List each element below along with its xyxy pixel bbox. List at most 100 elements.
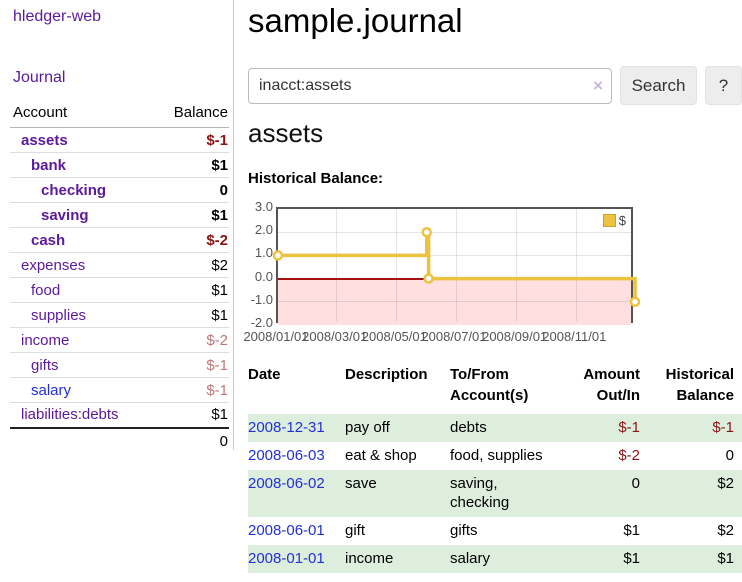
transaction-description: income xyxy=(345,550,394,567)
y-axis-tick-label: 0.0 xyxy=(254,268,273,284)
legend-swatch-icon xyxy=(602,214,616,227)
transaction-balance: $2 xyxy=(717,475,734,492)
account-balance: $1 xyxy=(211,406,228,424)
transaction-balance: 0 xyxy=(725,447,734,464)
chart-title: Historical Balance: xyxy=(248,170,384,187)
chart-gridline xyxy=(278,254,631,256)
transaction-date-link[interactable]: 2008-06-03 xyxy=(248,447,325,464)
x-axis-tick-label: 2008/05/01 xyxy=(361,329,427,344)
transaction-row: 2008-06-02 save saving, checking 0 $2 xyxy=(248,470,742,517)
transaction-row: 2008-06-03 eat & shop food, supplies $-2… xyxy=(248,442,742,470)
transaction-balance: $-1 xyxy=(712,419,734,436)
chart-legend: $ xyxy=(602,213,626,228)
accounts-total-row: 0 xyxy=(10,426,229,453)
account-row-assets: assets $-1 xyxy=(10,127,229,153)
accounts-header-account: Account xyxy=(10,100,153,128)
chart-gridline xyxy=(336,209,338,321)
chart-gridline xyxy=(278,231,631,233)
data-point-marker xyxy=(629,296,641,308)
register-table: Date Description To/From Account(s) Amou… xyxy=(248,360,742,573)
y-axis-tick-label: 3.0 xyxy=(254,199,273,214)
chart-gridline xyxy=(575,209,577,321)
account-balance: $-1 xyxy=(152,352,229,378)
account-row-cash: cash $-2 xyxy=(10,227,229,253)
account-balance: $-1 xyxy=(152,377,229,403)
search-field-wrap: × xyxy=(248,68,612,104)
account-link-cash[interactable]: cash xyxy=(31,231,66,249)
account-link-liabilities-debts[interactable]: liabilities:debts xyxy=(21,406,119,424)
account-row-checking: checking 0 xyxy=(10,177,229,203)
sidebar-divider xyxy=(233,0,234,450)
x-axis-tick-label: 2008/11/01 xyxy=(542,329,607,344)
account-row-bank: bank $1 xyxy=(10,152,229,178)
transaction-amount: $-2 xyxy=(618,447,640,464)
transaction-balance: $2 xyxy=(717,522,734,539)
transaction-row: 2008-01-01 income salary $1 $1 xyxy=(248,545,742,573)
register-account-title: assets xyxy=(248,118,324,148)
account-balance: $1 xyxy=(152,302,229,328)
account-link-gifts[interactable]: gifts xyxy=(31,356,59,374)
transaction-accounts: gifts xyxy=(450,522,478,539)
transaction-description: pay off xyxy=(345,419,390,436)
col-header-balance: Historical Balance xyxy=(665,366,734,404)
account-row-salary: salary $-1 xyxy=(10,377,229,403)
account-link-saving[interactable]: saving xyxy=(41,206,89,224)
account-row-income: income $-2 xyxy=(10,327,229,353)
y-axis-tick-label: 2.0 xyxy=(254,222,273,238)
transaction-description: gift xyxy=(345,522,366,539)
col-header-accounts: To/From Account(s) xyxy=(450,366,529,404)
chart-negative-region xyxy=(278,278,631,325)
account-row-expenses: expenses $2 xyxy=(10,252,229,278)
x-axis-tick-label: 2008/03/01 xyxy=(302,329,368,344)
account-link-bank[interactable]: bank xyxy=(31,156,67,174)
account-balance: $1 xyxy=(152,277,229,303)
account-balance: $2 xyxy=(152,252,229,278)
transaction-accounts: salary xyxy=(450,550,491,567)
transaction-description: save xyxy=(345,475,377,492)
transaction-amount: $1 xyxy=(623,522,640,539)
account-row-supplies: supplies $1 xyxy=(10,302,229,328)
account-link-income[interactable]: income xyxy=(21,331,70,349)
sidebar-item-journal[interactable]: Journal xyxy=(13,69,66,86)
accounts-table: Account Balance assets $-1 bank $1 check… xyxy=(10,100,229,453)
y-axis-tick-label: 1.0 xyxy=(254,245,273,261)
y-axis-tick-label: -2.0 xyxy=(250,315,273,330)
transaction-row: 2008-06-01 gift gifts $1 $2 xyxy=(248,517,742,545)
account-balance: $-2 xyxy=(152,227,229,253)
account-link-checking[interactable]: checking xyxy=(41,181,107,199)
account-balance: $1 xyxy=(152,152,229,178)
register-table-header: Date Description To/From Account(s) Amou… xyxy=(248,360,742,414)
transaction-amount: $1 xyxy=(623,550,640,567)
legend-label: $ xyxy=(618,213,626,228)
account-link-supplies[interactable]: supplies xyxy=(31,306,87,324)
transaction-accounts: debts xyxy=(450,419,487,436)
transaction-accounts: saving, checking xyxy=(450,475,510,511)
search-input[interactable] xyxy=(248,68,612,104)
account-link-expenses[interactable]: expenses xyxy=(21,256,86,274)
transaction-date-link[interactable]: 2008-01-01 xyxy=(248,550,325,567)
accounts-header-balance: Balance xyxy=(152,100,229,128)
account-link-salary[interactable]: salary xyxy=(31,381,72,399)
chart-gridline xyxy=(516,209,518,321)
col-header-date[interactable]: Date xyxy=(248,360,345,414)
transaction-date-link[interactable]: 2008-12-31 xyxy=(248,419,325,436)
chart-gridline xyxy=(455,209,457,321)
data-point-marker xyxy=(421,226,432,238)
chart-series xyxy=(272,226,641,308)
page-title: sample.journal xyxy=(248,2,463,39)
account-link-assets[interactable]: assets xyxy=(21,131,68,149)
account-balance: $-1 xyxy=(152,127,229,153)
search-button[interactable]: Search xyxy=(620,66,697,105)
x-axis-tick-label: 2008/01/01 xyxy=(243,329,309,344)
transaction-date-link[interactable]: 2008-06-02 xyxy=(248,475,325,492)
brand-link[interactable]: hledger-web xyxy=(13,8,102,25)
transaction-date-link[interactable]: 2008-06-01 xyxy=(248,522,325,539)
account-row-saving: saving $1 xyxy=(10,202,229,228)
col-header-date-label: Date xyxy=(248,366,281,383)
y-axis-tick-label: -1.0 xyxy=(250,291,273,307)
data-point-marker xyxy=(423,273,434,284)
account-link-food[interactable]: food xyxy=(31,281,61,299)
clear-search-icon[interactable]: × xyxy=(593,76,603,95)
data-point-marker xyxy=(272,250,284,261)
help-button[interactable]: ? xyxy=(705,66,742,105)
